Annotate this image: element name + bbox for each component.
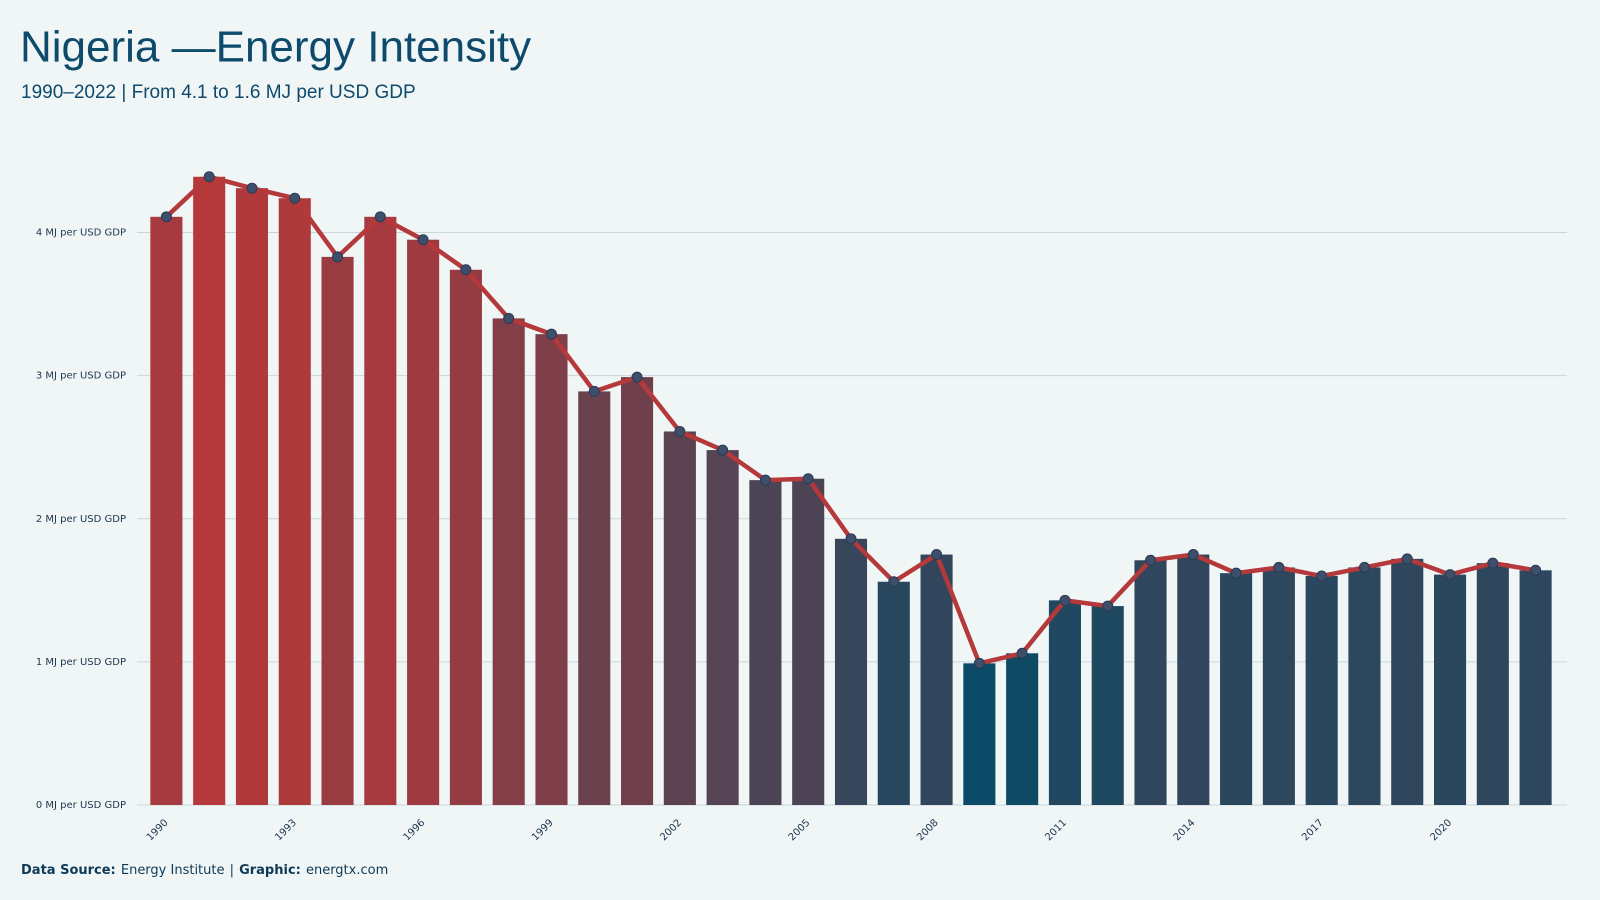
point — [1358, 561, 1370, 573]
point — [1059, 594, 1071, 606]
bar — [706, 450, 739, 805]
x-tick-label: 2017 — [1300, 817, 1326, 843]
point — [759, 474, 771, 486]
bar — [321, 256, 354, 806]
bar — [578, 391, 611, 805]
point — [717, 444, 729, 456]
bar — [1305, 576, 1338, 805]
point — [332, 251, 344, 263]
bar — [1177, 554, 1210, 805]
point — [674, 425, 686, 437]
bar — [792, 478, 825, 805]
bar — [1348, 567, 1381, 805]
x-tick-label: 2020 — [1428, 817, 1454, 843]
point — [1187, 549, 1199, 561]
x-tick-label: 1990 — [145, 817, 171, 843]
bar — [1476, 563, 1509, 805]
separator: | — [230, 863, 234, 878]
point — [460, 264, 472, 276]
point — [1273, 561, 1285, 573]
graphic-label: Graphic: — [239, 863, 301, 878]
x-tick-label: 2014 — [1172, 817, 1198, 843]
point — [1487, 557, 1499, 569]
point — [1230, 567, 1242, 579]
point — [503, 312, 515, 324]
bar — [278, 198, 311, 806]
point — [1102, 600, 1114, 612]
x-tick-label: 2008 — [915, 817, 941, 843]
chart-subtitle: 1990–2022 | From 4.1 to 1.6 MJ per USD G… — [21, 82, 416, 103]
point — [631, 371, 643, 383]
point — [1530, 564, 1542, 576]
point — [1401, 553, 1413, 565]
bar — [749, 480, 782, 805]
point — [1316, 570, 1328, 582]
bar — [963, 663, 996, 805]
point — [1444, 569, 1456, 581]
bar — [1091, 606, 1124, 805]
point — [845, 533, 857, 545]
point — [588, 385, 600, 397]
point — [973, 657, 985, 669]
point — [374, 211, 386, 223]
bar — [1391, 558, 1424, 805]
x-tick-label: 1993 — [273, 817, 299, 843]
bar — [621, 377, 654, 805]
bar — [877, 581, 910, 805]
point — [417, 234, 429, 246]
bar — [663, 431, 696, 805]
bar — [150, 216, 183, 805]
x-tick-label: 1999 — [530, 817, 556, 843]
point — [203, 171, 215, 183]
footer: Data Source: Energy Institute | Graphic:… — [21, 860, 388, 879]
bar — [1048, 600, 1081, 805]
y-tick-label: 0 MJ per USD GDP — [36, 800, 126, 811]
bar — [1006, 653, 1039, 805]
y-tick-label: 1 MJ per USD GDP — [36, 657, 126, 668]
source-label: Data Source: — [21, 863, 116, 878]
bar — [1262, 567, 1295, 805]
x-tick-label: 2002 — [658, 817, 684, 843]
point — [246, 182, 258, 194]
y-tick-label: 3 MJ per USD GDP — [36, 371, 126, 382]
bar — [920, 554, 953, 805]
chart-title: Nigeria —Energy Intensity — [20, 23, 531, 72]
bar — [407, 239, 440, 805]
point — [289, 192, 301, 204]
point — [160, 211, 172, 223]
bar — [1220, 573, 1253, 805]
bar — [1134, 560, 1167, 805]
y-tick-label: 4 MJ per USD GDP — [36, 228, 126, 239]
bar — [193, 176, 226, 806]
bar — [235, 188, 269, 806]
graphic-text: energtx.com — [306, 863, 388, 878]
x-tick-label: 2005 — [787, 817, 813, 843]
y-tick-label: 2 MJ per USD GDP — [36, 514, 126, 525]
source-text: Energy Institute — [121, 863, 225, 878]
point — [931, 549, 943, 561]
bar — [492, 318, 525, 805]
point — [545, 328, 557, 340]
point — [888, 576, 900, 588]
point — [1145, 554, 1157, 566]
point — [802, 473, 814, 485]
bar — [834, 538, 868, 805]
point — [1016, 647, 1028, 659]
bar — [1519, 570, 1552, 805]
bar — [449, 269, 482, 806]
bar — [535, 334, 568, 805]
x-tick-label: 1996 — [402, 817, 428, 843]
bar — [1433, 574, 1467, 805]
x-tick-label: 2011 — [1043, 817, 1069, 843]
bar — [364, 216, 397, 805]
